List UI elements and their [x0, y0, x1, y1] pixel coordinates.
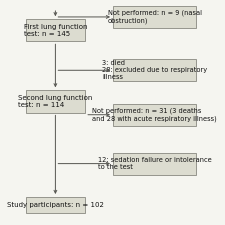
FancyBboxPatch shape: [113, 59, 196, 81]
Text: Not performed: n = 9 (nasal
obstruction): Not performed: n = 9 (nasal obstruction): [108, 10, 202, 24]
FancyBboxPatch shape: [113, 153, 196, 175]
FancyBboxPatch shape: [26, 197, 85, 212]
Text: Not performed: n = 31 (3 deaths
and 28 with acute respiratory illness): Not performed: n = 31 (3 deaths and 28 w…: [92, 108, 217, 122]
FancyBboxPatch shape: [26, 19, 85, 41]
Text: Study participants: n = 102: Study participants: n = 102: [7, 202, 104, 208]
Text: 3: died
28: excluded due to respiratory
illness: 3: died 28: excluded due to respiratory …: [102, 60, 207, 80]
FancyBboxPatch shape: [26, 90, 85, 112]
Text: Second lung function
test: n = 114: Second lung function test: n = 114: [18, 95, 92, 108]
FancyBboxPatch shape: [113, 6, 196, 28]
FancyBboxPatch shape: [113, 104, 196, 126]
Text: First lung function
test: n = 145: First lung function test: n = 145: [24, 24, 87, 37]
Text: 12: sedation failure or intolerance
to the test: 12: sedation failure or intolerance to t…: [98, 157, 211, 170]
